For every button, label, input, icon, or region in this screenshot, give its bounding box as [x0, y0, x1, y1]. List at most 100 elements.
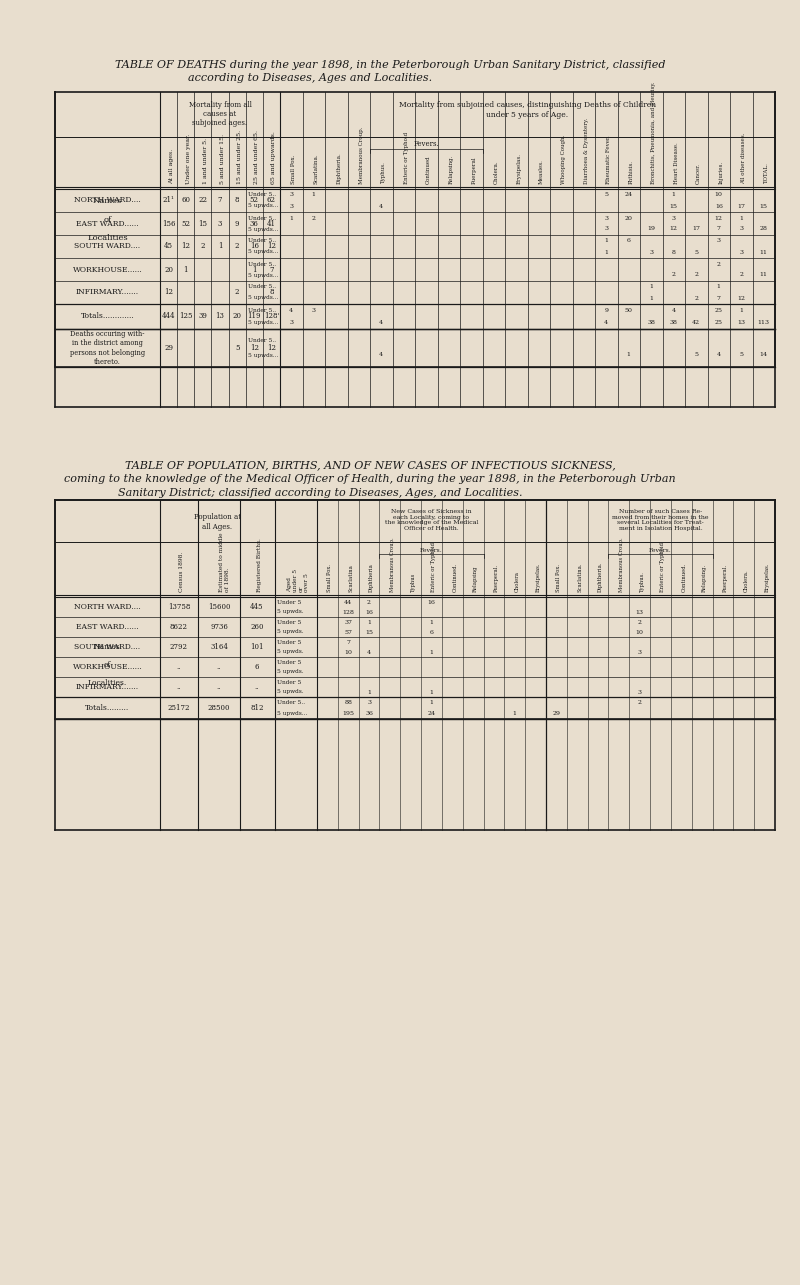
- Text: Relapsing.: Relapsing.: [449, 154, 454, 184]
- Text: 16: 16: [427, 600, 435, 604]
- Text: Mortality from all
causes at
subjoined ages.: Mortality from all causes at subjoined a…: [189, 100, 251, 127]
- Text: EAST WARD......: EAST WARD......: [76, 623, 139, 631]
- Text: 38: 38: [647, 320, 655, 325]
- Text: 444: 444: [162, 312, 175, 320]
- Text: 10: 10: [714, 193, 722, 198]
- Text: Puerperal.: Puerperal.: [494, 564, 499, 592]
- Text: 8: 8: [672, 249, 676, 254]
- Text: 20: 20: [233, 312, 242, 320]
- Text: 1: 1: [290, 216, 294, 221]
- Text: 17: 17: [692, 226, 700, 231]
- Text: 10: 10: [636, 630, 644, 635]
- Text: 13758: 13758: [168, 603, 190, 610]
- Text: 5 upwds...: 5 upwds...: [248, 296, 278, 301]
- Text: Continued.: Continued.: [682, 563, 686, 592]
- Text: 7: 7: [717, 226, 721, 231]
- Text: 60: 60: [182, 197, 190, 204]
- Text: 1: 1: [367, 619, 371, 625]
- Text: 16: 16: [715, 203, 722, 208]
- Text: 119: 119: [247, 312, 261, 320]
- Text: Totals.........: Totals.........: [86, 704, 130, 712]
- Text: Erysipelas.: Erysipelas.: [516, 153, 522, 184]
- Text: 1: 1: [430, 700, 434, 705]
- Text: Membranous Croup.: Membranous Croup.: [619, 537, 624, 592]
- Text: 12: 12: [714, 216, 722, 221]
- Text: 5 upwds.: 5 upwds.: [277, 609, 304, 614]
- Text: 52: 52: [250, 197, 258, 204]
- Text: 4: 4: [379, 203, 383, 208]
- Text: 15: 15: [365, 630, 373, 635]
- Text: 11: 11: [760, 249, 768, 254]
- Text: 28500: 28500: [208, 704, 230, 712]
- Text: 156: 156: [162, 220, 175, 227]
- Text: 1: 1: [739, 308, 743, 314]
- Text: 195: 195: [342, 711, 354, 716]
- Text: TABLE OF POPULATION, BIRTHS, AND OF NEW CASES OF INFECTIOUS SICKNESS,: TABLE OF POPULATION, BIRTHS, AND OF NEW …: [125, 460, 615, 470]
- Text: INFIRMARY.......: INFIRMARY.......: [76, 289, 139, 297]
- Text: 2: 2: [739, 272, 743, 278]
- Text: 1 and under 5.: 1 and under 5.: [203, 137, 208, 184]
- Text: 1: 1: [650, 284, 654, 289]
- Text: 1: 1: [626, 352, 630, 357]
- Text: 5 upwds.: 5 upwds.: [277, 649, 304, 654]
- Text: 3: 3: [290, 203, 294, 208]
- Text: 24: 24: [625, 193, 633, 198]
- Text: 16: 16: [250, 243, 258, 251]
- Text: 4: 4: [604, 320, 608, 325]
- Text: 4: 4: [672, 308, 676, 314]
- Text: 1: 1: [430, 690, 434, 694]
- Text: 14: 14: [760, 352, 768, 357]
- Text: Enteric or Typhoid: Enteric or Typhoid: [431, 542, 437, 592]
- Text: 7: 7: [717, 296, 721, 301]
- Text: 101: 101: [250, 642, 264, 651]
- Text: 5: 5: [694, 249, 698, 254]
- Text: 42: 42: [692, 320, 700, 325]
- Text: 7: 7: [218, 197, 222, 204]
- Text: 62: 62: [267, 197, 276, 204]
- Text: 260: 260: [250, 623, 264, 631]
- Text: Mortality from subjoined causes, distinguishing Deaths of Children
under 5 years: Mortality from subjoined causes, disting…: [399, 102, 656, 118]
- Text: 1: 1: [312, 193, 316, 198]
- Text: 15 and under 25.: 15 and under 25.: [237, 130, 242, 184]
- Text: Membranous Croup.: Membranous Croup.: [390, 537, 395, 592]
- Text: 22: 22: [198, 197, 207, 204]
- Text: Diphtheria.: Diphtheria.: [336, 152, 342, 184]
- Text: Typhus: Typhus: [410, 573, 416, 592]
- Text: 3: 3: [290, 320, 294, 325]
- Text: ..: ..: [217, 663, 222, 671]
- Text: 1: 1: [650, 296, 654, 301]
- Text: 5 upwds...: 5 upwds...: [248, 272, 278, 278]
- Text: Relapsing.: Relapsing.: [702, 564, 707, 592]
- Text: Fevers.: Fevers.: [414, 140, 439, 148]
- Text: Names

of

Localities: Names of Localities: [87, 197, 128, 242]
- Text: 2: 2: [367, 600, 371, 604]
- Text: 38: 38: [670, 320, 678, 325]
- Text: 12: 12: [182, 243, 190, 251]
- Text: 11: 11: [760, 272, 768, 278]
- Text: 5 upwds.: 5 upwds.: [277, 690, 304, 694]
- Text: At all ages.: At all ages.: [169, 149, 174, 184]
- Text: 3: 3: [672, 216, 676, 221]
- Text: Under 5: Under 5: [277, 619, 302, 625]
- Text: 9736: 9736: [210, 623, 228, 631]
- Text: 5 upwds.: 5 upwds.: [277, 630, 304, 635]
- Text: Census 1898.: Census 1898.: [179, 551, 184, 592]
- Text: 21¹: 21¹: [162, 197, 174, 204]
- Text: 6: 6: [254, 663, 259, 671]
- Text: 6: 6: [627, 239, 630, 243]
- Text: 7: 7: [346, 640, 350, 645]
- Text: Deaths occuring with-
in the district among
persons not belonging
thereto.: Deaths occuring with- in the district am…: [70, 330, 145, 366]
- Text: 2: 2: [235, 289, 239, 297]
- Text: Rheumatic Fever.: Rheumatic Fever.: [606, 135, 611, 184]
- Text: 5 upwds...: 5 upwds...: [277, 711, 307, 716]
- Text: 5 upwds...: 5 upwds...: [248, 352, 278, 357]
- Text: 25: 25: [714, 320, 722, 325]
- Text: ..: ..: [254, 684, 259, 691]
- Text: 17: 17: [738, 203, 746, 208]
- Text: 5 upwds...: 5 upwds...: [248, 226, 278, 231]
- Text: Under 5..: Under 5..: [248, 262, 276, 266]
- Text: according to Diseases, Ages and Localities.: according to Diseases, Ages and Localiti…: [188, 73, 432, 84]
- Text: 3: 3: [739, 226, 743, 231]
- Text: 3: 3: [650, 249, 654, 254]
- Text: 5 upwds.: 5 upwds.: [277, 669, 304, 675]
